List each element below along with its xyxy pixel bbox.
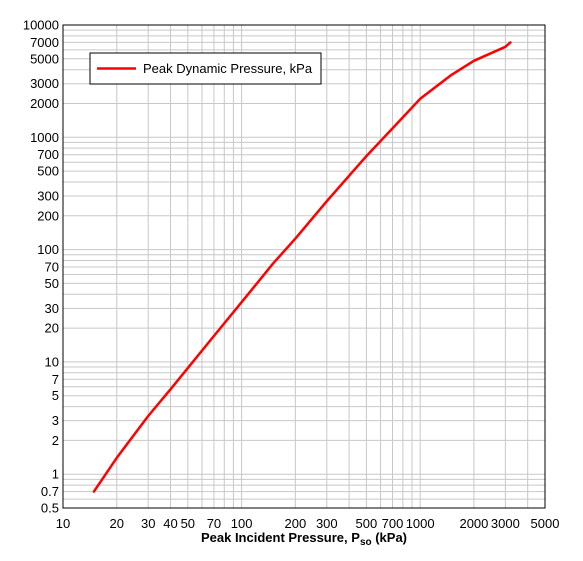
y-tick-label: 100 xyxy=(37,242,59,257)
y-tick-label: 0.5 xyxy=(41,501,59,516)
x-tick-label: 1000 xyxy=(406,516,435,531)
x-tick-label: 2000 xyxy=(459,516,488,531)
x-tick-label: 100 xyxy=(231,516,253,531)
x-tick-label: 20 xyxy=(110,516,124,531)
x-tick-label: 3000 xyxy=(491,516,520,531)
y-tick-label: 10 xyxy=(45,354,59,369)
y-tick-label: 500 xyxy=(37,164,59,179)
y-tick-label: 30 xyxy=(45,301,59,316)
y-tick-label: 20 xyxy=(45,321,59,336)
y-tick-label: 3000 xyxy=(30,76,59,91)
x-tick-label: 200 xyxy=(284,516,306,531)
y-tick-label: 3 xyxy=(52,413,59,428)
x-tick-label: 300 xyxy=(316,516,338,531)
x-axis-label-main: Peak Incident Pressure, P xyxy=(201,530,360,545)
y-tick-labels: 0.5 0.7 1 2 3 57 10 20 30 50 70 100 200 300 500 700 1000… xyxy=(23,18,59,516)
y-tick-label: 70 xyxy=(45,259,59,274)
y-tick-label: 1 xyxy=(52,467,59,482)
y-tick-label: 7 xyxy=(52,372,59,387)
x-tick-label: 500 xyxy=(356,516,378,531)
x-tick-labels: 10 20 30 40 50 70 100 200 300 500 700 1000 2000 3000 5… xyxy=(56,516,560,531)
y-tick-label: 1000 xyxy=(30,130,59,145)
legend-label: Peak Dynamic Pressure, kPa xyxy=(143,61,313,76)
y-tick-label: 5 xyxy=(52,388,59,403)
y-tick-label: 10000 xyxy=(23,18,59,33)
x-tick-label: 700 xyxy=(382,516,404,531)
grid xyxy=(63,25,545,508)
legend: Peak Dynamic Pressure, kPa xyxy=(89,52,322,85)
plot-frame xyxy=(62,24,546,509)
x-tick-label: 40 xyxy=(163,516,177,531)
y-tick-label: 200 xyxy=(37,208,59,223)
y-tick-label: 5000 xyxy=(30,51,59,66)
series xyxy=(92,41,512,493)
series-line xyxy=(92,41,512,493)
y-tick-label: 50 xyxy=(45,276,59,291)
y-tick-label: 700 xyxy=(37,147,59,162)
x-tick-label: 50 xyxy=(181,516,195,531)
x-tick-label: 70 xyxy=(207,516,221,531)
y-tick-label: 7000 xyxy=(30,35,59,50)
x-axis-label-subscript: so xyxy=(360,537,372,548)
x-tick-label: 30 xyxy=(141,516,155,531)
x-axis-label-unit: (kPa) xyxy=(372,530,407,545)
y-tick-label: 0.7 xyxy=(41,484,59,499)
y-tick-label: 2000 xyxy=(30,96,59,111)
y-tick-label: 2 xyxy=(52,433,59,448)
y-tick-label: 300 xyxy=(37,189,59,204)
x-tick-label: 10 xyxy=(56,516,70,531)
x-axis-label: Peak Incident Pressure, Pso (kPa) xyxy=(201,530,407,548)
x-tick-label: 5000 xyxy=(531,516,560,531)
